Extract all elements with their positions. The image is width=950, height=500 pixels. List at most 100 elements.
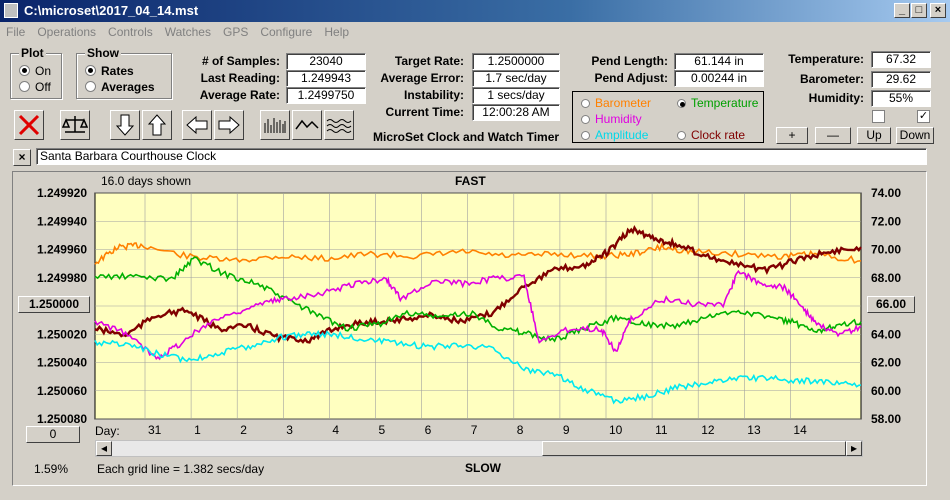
window-title: C:\microset\2017_04_14.mst [24, 3, 199, 18]
move-left-button[interactable] [182, 110, 212, 140]
plot-group: Plot On Off [10, 46, 62, 99]
humidity-field: 55% [871, 90, 931, 107]
clear-clock-button[interactable]: × [13, 149, 31, 166]
checkbox-right[interactable]: ✓ [917, 110, 930, 123]
plot-on-radio[interactable]: On [19, 64, 51, 78]
day-tick-label: 7 [471, 423, 478, 437]
menu-item-help[interactable]: Help [324, 25, 350, 39]
arrow-left-icon [186, 115, 208, 135]
clock-name-field[interactable]: Santa Barbara Courthouse Clock [36, 148, 927, 165]
scroll-thumb[interactable] [542, 441, 846, 456]
minus-button[interactable]: — [815, 127, 851, 144]
show-group: Show Rates Averages [76, 46, 172, 99]
instability-label: Instability: [403, 88, 464, 102]
menu-bar: File Operations Controls Watches GPS Configur… [0, 22, 950, 42]
averages-radio[interactable]: Averages [85, 80, 155, 94]
right-tick-label: 64.00 [871, 327, 901, 341]
move-down-button[interactable] [110, 110, 140, 140]
red-x-icon [18, 114, 40, 136]
left-tick-label: 1.250040 [37, 356, 87, 370]
barometer-label: Barometer: [799, 72, 864, 86]
app-icon [4, 3, 18, 18]
temperature-radio[interactable]: Temperature [677, 96, 758, 110]
day-tick-label: 31 [148, 423, 162, 437]
day-tick-label: 13 [747, 423, 761, 437]
series-line-4 [94, 329, 862, 405]
right-tick-label: 72.00 [871, 214, 901, 228]
menu-item-gps[interactable]: GPS [222, 25, 249, 39]
pend-adjust-field: 0.00244 in [674, 70, 764, 87]
scroll-right-arrow[interactable]: ▸ [846, 441, 862, 456]
move-up-button[interactable] [142, 110, 172, 140]
close-window-button[interactable]: × [930, 3, 946, 18]
title-bar: C:\microset\2017_04_14.mst _ □ × [0, 0, 950, 22]
line-graph-button[interactable] [292, 110, 322, 140]
rates-radio[interactable]: Rates [85, 64, 134, 78]
percent-label: 1.59% [34, 462, 69, 476]
right-axis-button[interactable]: 66.00 [867, 296, 915, 313]
checkbox-left[interactable] [872, 110, 885, 123]
minimize-button[interactable]: _ [894, 3, 910, 18]
amplitude-radio[interactable]: Amplitude [581, 128, 648, 142]
app-name: MicroSet Clock and Watch Timer [373, 130, 560, 144]
menu-item-operations[interactable]: Operations [37, 25, 97, 39]
stop-button[interactable] [14, 110, 44, 140]
left-tick-label: 1.249980 [37, 271, 87, 285]
balance-scale-icon [62, 116, 88, 133]
day-tick-label: 10 [609, 423, 623, 437]
target-rate-label: Target Rate: [394, 54, 464, 68]
menu-item-watches[interactable]: Watches [164, 25, 211, 39]
clock-rate-radio[interactable]: Clock rate [677, 128, 745, 142]
balance-button[interactable] [60, 110, 90, 140]
histogram-icon [264, 118, 286, 133]
humidity-radio[interactable]: Humidity [581, 112, 642, 126]
avg-rate-label: Average Rate: [199, 88, 280, 102]
series-line-0 [94, 242, 862, 265]
left-tick-label: 1.250020 [37, 327, 87, 341]
left-tick-label: 1.249960 [37, 243, 87, 257]
maximize-button[interactable]: □ [911, 3, 927, 18]
arrow-down-icon [115, 114, 135, 136]
left-tick-label: 1.250080 [37, 412, 87, 426]
line-graph-icon [295, 119, 319, 130]
up-button[interactable]: Up [857, 127, 891, 144]
day-tick-label: 5 [379, 423, 386, 437]
avg-rate-field: 1.2499750 [286, 87, 366, 104]
target-rate-field: 1.2500000 [472, 53, 560, 70]
right-tick-label: 62.00 [871, 356, 901, 370]
current-time-label: Current Time: [385, 105, 464, 119]
day-prefix-label: Day: [95, 424, 120, 438]
day-tick-label: 12 [701, 423, 715, 437]
menu-item-controls[interactable]: Controls [108, 25, 153, 39]
wave-lines-icon [326, 119, 352, 133]
last-reading-label: Last Reading: [200, 71, 280, 85]
arrow-up-icon [147, 114, 167, 136]
pend-adjust-label: Pend Adjust: [594, 71, 668, 85]
day-tick-label: 9 [563, 423, 570, 437]
current-time-field: 12:00:28 AM [472, 104, 560, 121]
right-tick-label: 74.00 [871, 186, 901, 200]
wave-button[interactable] [324, 110, 354, 140]
left-tick-label: 1.249920 [37, 186, 87, 200]
menu-item-file[interactable]: File [6, 25, 26, 39]
chart-header: 16.0 days shown FAST [95, 174, 861, 423]
left-tick-label: 1.250060 [37, 384, 87, 398]
show-group-label: Show [85, 46, 121, 60]
menu-item-configure[interactable]: Configure [260, 25, 313, 39]
plot-off-radio[interactable]: Off [19, 80, 51, 94]
zero-button[interactable]: 0 [26, 426, 80, 443]
move-right-button[interactable] [214, 110, 244, 140]
day-tick-label: 8 [517, 423, 524, 437]
barometer-field: 29.62 [871, 71, 931, 88]
right-tick-label: 70.00 [871, 243, 901, 257]
histogram-button[interactable] [260, 110, 290, 140]
day-tick-label: 1 [194, 423, 201, 437]
horizontal-scrollbar[interactable]: ◂ ▸ [95, 440, 863, 457]
plus-button[interactable]: + [776, 127, 808, 144]
down-button[interactable]: Down [896, 127, 934, 144]
barometer-radio[interactable]: Barometer [581, 96, 651, 110]
day-tick-label: 14 [793, 423, 807, 437]
scroll-left-arrow[interactable]: ◂ [96, 441, 112, 456]
left-axis-button[interactable]: 1.250000 [18, 296, 90, 313]
